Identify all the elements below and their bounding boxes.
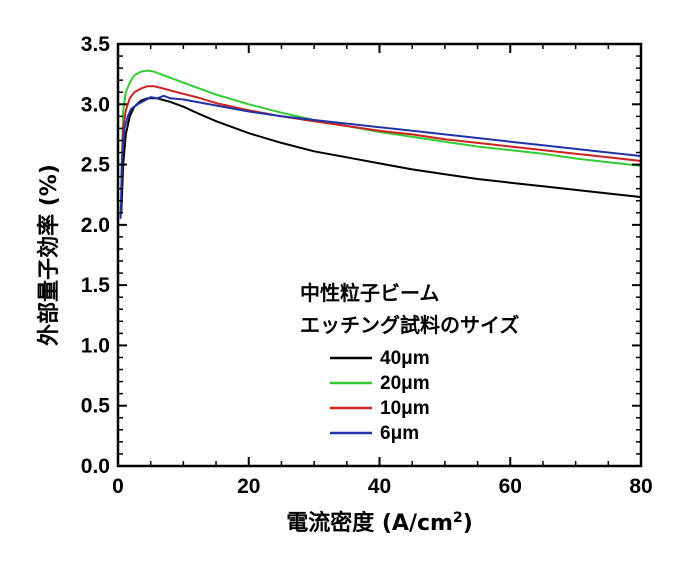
legend: 中性粒子ビーム エッチング試料のサイズ 40μm 20μm 10μm 6μm [300,281,519,444]
legend-label: 10μm [380,398,430,419]
y-tick-label: 0.5 [81,395,111,418]
x-axis-title: 電流密度 (A/cm2) [286,510,473,536]
y-tick-label: 1.0 [81,334,110,357]
y-tick-label: 0.0 [81,455,110,478]
y-tick-label: 2.5 [81,154,111,177]
legend-title-line: 中性粒子ビーム [300,281,439,305]
series-line [119,94,642,219]
y-tick-label: 1.5 [81,274,111,297]
series-line [120,85,642,189]
x-axis-title-main: 電流密度 (A/cm [286,510,453,536]
legend-entries: 40μm 20μm 10μm 6μm [330,348,430,444]
x-tick-label: 0 [112,475,124,498]
y-axis-title: 外部量子効率 (%) [36,164,62,346]
legend-label: 6μm [380,423,419,444]
plot-frame [116,42,643,468]
x-axis-title-close: ) [463,511,473,536]
y-tick-label: 3.0 [81,93,110,116]
series-line [120,97,642,213]
y-tick-label: 2.0 [81,214,110,237]
x-axis-title-sup: 2 [453,510,463,526]
legend-title-line: エッチング試料のサイズ [300,313,519,337]
x-tick-label: 60 [499,475,522,498]
y-tick-label: 3.5 [81,33,111,56]
series-lines [119,69,642,219]
series-line [120,69,642,177]
x-tick-label: 40 [368,475,391,498]
x-tick-label: 20 [237,475,260,498]
legend-label: 20μm [380,373,430,394]
tick-labels: 0 20 40 60 80 0.0 0.5 1.0 1.5 2.0 2.5 3.0 3.5 [81,33,653,498]
legend-label: 40μm [380,348,430,369]
x-tick-label: 80 [629,475,652,498]
